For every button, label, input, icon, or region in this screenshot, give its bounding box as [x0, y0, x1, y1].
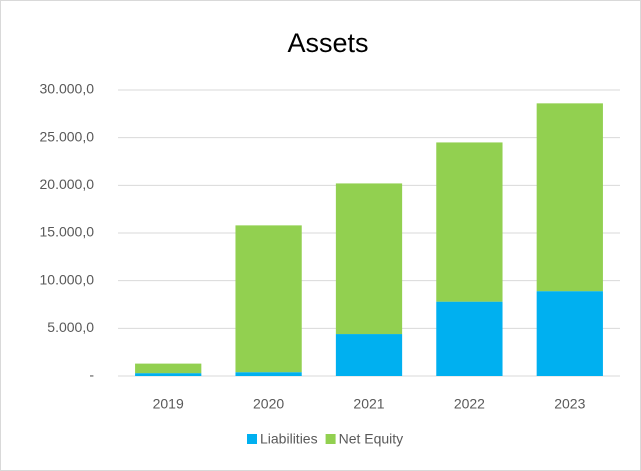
y-tick-label: 5.000,0 — [47, 319, 94, 335]
bar-segment — [235, 225, 302, 373]
legend-swatch — [247, 434, 257, 444]
bar-segment — [436, 301, 503, 376]
bar-segment — [436, 142, 503, 302]
x-tick-label: 2020 — [253, 396, 284, 412]
y-tick-label: 20.000,0 — [40, 176, 95, 192]
legend-label: Liabilities — [260, 431, 318, 447]
bar-segment — [536, 103, 603, 292]
y-tick-label: 25.000,0 — [40, 128, 95, 144]
bar-segment — [536, 291, 603, 376]
x-tick-label: 2022 — [454, 396, 485, 412]
bar-segment — [135, 373, 202, 376]
x-tick-label: 2019 — [153, 396, 184, 412]
legend-swatch — [325, 434, 336, 444]
bar-segment — [335, 183, 403, 335]
y-tick-label: 10.000,0 — [40, 271, 95, 287]
bar-segment — [235, 372, 302, 376]
y-tick-label: 30.000,0 — [40, 81, 95, 97]
chart-title: Assets — [287, 28, 368, 58]
x-tick-label: 2023 — [554, 396, 585, 412]
bar-segment — [335, 334, 403, 376]
y-tick-label: - — [89, 367, 94, 383]
x-tick-label: 2021 — [353, 396, 384, 412]
y-tick-label: 15.000,0 — [40, 224, 95, 240]
bar-segment — [135, 363, 202, 374]
legend-label: Net Equity — [339, 431, 404, 447]
